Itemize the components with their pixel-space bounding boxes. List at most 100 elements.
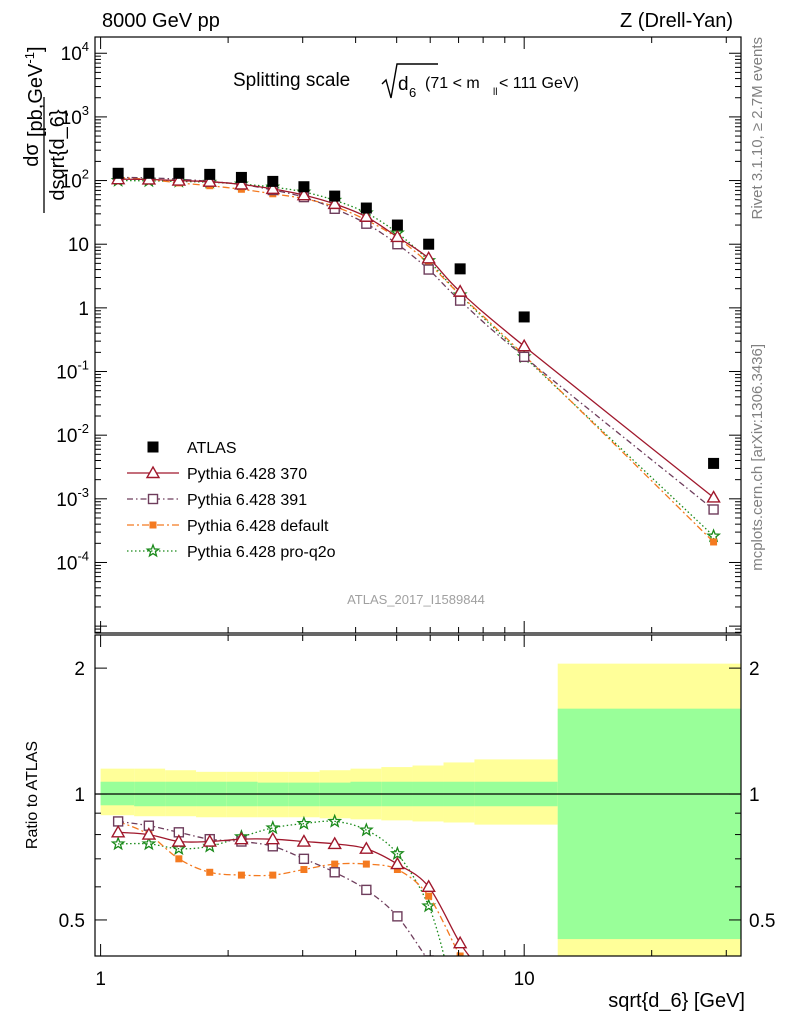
data-point [173,167,185,179]
ratio-y-tick-label-right: 2 [749,659,760,680]
data-point [391,219,403,231]
series-line [118,176,715,511]
data-point [267,175,279,187]
data-point [359,209,374,222]
legend-label: Pythia 6.428 pro-q2o [187,544,336,561]
ratio-series-line [117,820,461,956]
ratio-data-point [171,834,187,847]
x-axis-label: sqrt{d_6} [GeV] [608,990,745,1012]
ratio-y-tick-label: 0.5 [59,911,85,932]
ratio-data-point [296,834,312,847]
ratio-data-point [423,955,434,956]
ratio-data-point [425,892,433,900]
process-label: Z (Drell-Yan) [620,10,733,32]
data-point [204,168,216,180]
y-tick-label: 104 [61,39,89,65]
series-pythia-6-428-default [114,173,718,546]
series-line [118,176,715,543]
ratio-data-point [327,813,343,828]
ratio-series-line [118,820,445,956]
y-tick-label: 1 [78,299,89,320]
data-point [329,190,341,202]
series-atlas [112,167,720,469]
title-range-sub: ll [493,87,497,98]
data-point [327,196,342,210]
legend-marker [147,441,159,453]
ratio-data-point [359,841,374,854]
ratio-series-pythia-6-428-pro-q2o [110,813,445,956]
y-tick-label: 10-4 [56,548,89,574]
legend-marker [145,543,161,558]
ratio-data-point [390,856,405,870]
ratio-ylabel: Ratio to ATLAS [24,741,41,849]
data-point [518,311,530,323]
ratio-y-tick-label-right: 1 [749,785,760,806]
data-point [452,284,468,297]
ratio-data-point [358,822,374,837]
data-point [360,202,372,214]
plot-title: Splitting scale d 6 (71 < m ll < 111 GeV… [233,63,579,100]
ratio-data-point [265,831,281,845]
ylabel-numerator: dσ [21,143,43,167]
series-pythia-6-428-391 [112,172,719,515]
data-point [454,263,466,275]
ratio-data-point [171,840,187,856]
ratio-data-point [362,860,370,868]
series-pythia-6-428-370 [110,171,721,503]
x-tick-label: 1 [95,969,106,990]
legend-item-pythia-6-428-pro-q2o: Pythia 6.428 pro-q2o [127,543,336,561]
legend-item-pythia-6-428-default: Pythia 6.428 default [127,518,329,535]
analysis-watermark: ATLAS_2017_I1589844 [347,592,485,607]
ratio-data-point [392,911,403,922]
ratio-data-point [296,815,312,830]
legend-marker [149,521,157,529]
y-tick-label: 10-2 [56,421,89,447]
data-point [516,338,532,352]
data-point [454,295,466,306]
rivet-label: Rivet 3.1.10, ≥ 2.7M events [749,37,766,220]
data-point [143,167,155,179]
ratio-data-point [237,871,245,879]
ylabel-unit: [pb,GeV-1] [22,46,47,137]
data-point [112,167,124,179]
y-tick-label: 10 [68,235,89,256]
data-point [421,250,436,264]
legend-item-pythia-6-428-391: Pythia 6.428 391 [127,492,307,509]
ratio-data-point [421,898,437,913]
ratio-data-point [300,866,308,874]
ratio-data-point [389,845,405,861]
data-point [518,351,530,363]
data-point [298,181,310,193]
data-point [708,457,720,469]
ratio-data-point [265,820,281,835]
ratio-series-pythia-6-428-370 [110,824,470,956]
data-point [710,538,718,546]
y-tick-label: 10-3 [56,485,89,511]
ratio-data-point [112,816,124,827]
data-point [296,187,312,201]
x-tick-label: 10 [514,969,535,990]
data-point [708,504,719,515]
legend-marker [147,493,159,505]
ratio-data-point [141,836,157,851]
title-main: Splitting scale [233,70,350,91]
mcplots-label: mcplots.cern.ch [arXiv:1306.3436] [749,344,766,571]
title-var-sub: 6 [409,85,416,100]
ratio-data-point [329,867,340,878]
series-pythia-6-428-pro-q2o [110,172,722,543]
ratio-y-tick-label: 1 [74,785,85,806]
data-point [234,176,249,190]
data-point [171,173,187,186]
ratio-data-point [456,952,464,956]
ratio-frame [94,634,742,957]
ratio-data-point [421,879,436,893]
title-range-left: (71 < m [425,75,480,92]
data-point [202,174,217,187]
ratio-data-point [206,868,214,876]
ylabel-denominator: dsqrt{d_6} [47,109,69,201]
ratio-y-tick-label-right: 0.5 [749,911,775,932]
legend-label: Pythia 6.428 370 [187,466,307,483]
ratio-data-point [331,860,339,868]
beam-label: 8000 GeV pp [102,10,220,32]
